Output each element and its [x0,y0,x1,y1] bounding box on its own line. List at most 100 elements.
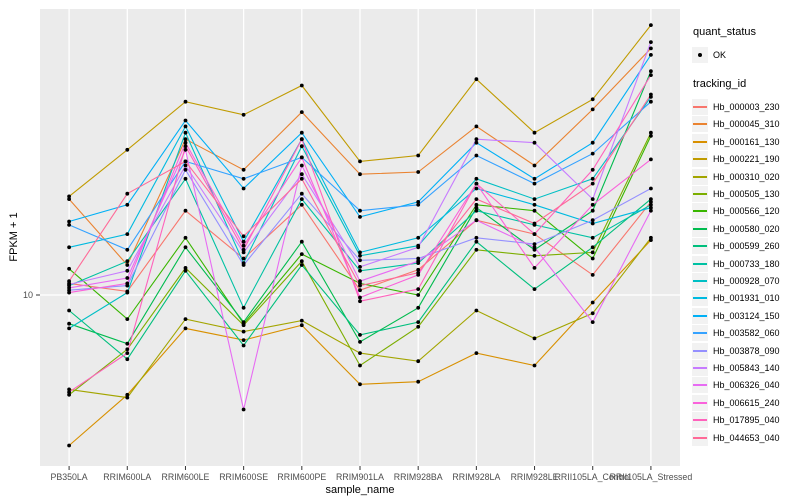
data-point [125,147,130,152]
legend-label: Hb_005843_140 [713,362,780,373]
data-point [532,245,537,250]
legend-key-line-icon [693,123,707,126]
data-point [649,208,653,213]
x-tick-label: RRII105LA_Control [555,472,631,482]
legend-key-line-icon [693,106,707,109]
data-point [241,320,246,324]
data-point [474,239,479,244]
data-point [125,276,130,280]
data-point [299,110,304,114]
data-point [590,151,595,156]
data-point [532,163,537,168]
data-point [474,77,479,82]
data-point [649,130,653,135]
data-point [67,266,71,271]
legend-key [692,307,708,324]
legend-label: Hb_000580_020 [713,223,780,234]
data-point [241,263,246,267]
data-point [241,305,246,310]
data-point [183,167,188,172]
data-point [474,137,479,142]
data-point [125,351,130,355]
data-point [183,326,188,331]
data-point [532,242,537,247]
data-point [299,163,304,168]
legend-item: Hb_000221_190 [692,151,798,168]
data-point [416,293,421,297]
data-point [358,159,362,164]
data-point [532,253,537,258]
data-point [532,181,537,186]
data-point [416,256,421,261]
data-point [299,191,304,196]
data-point [299,259,304,264]
legend-key-line-icon [693,210,707,213]
legend-item: Hb_000045_310 [692,116,798,133]
legend-item: Hb_000003_230 [692,98,798,116]
data-point [532,266,537,270]
data-point [299,318,304,323]
data-point [590,107,595,112]
legend-key-line-icon [693,314,707,317]
data-point [241,239,246,244]
data-point [299,137,304,142]
data-point [474,124,479,129]
legend-key [692,203,708,220]
data-point [649,202,653,207]
x-tick-label: RRII105LA_Stressed [610,472,693,482]
x-tick-label: RRIM928LE [511,472,559,482]
data-point [183,144,188,149]
data-point [590,235,595,240]
legend-item: Hb_000580_020 [692,220,798,237]
data-point [183,208,188,213]
data-point [183,176,188,181]
data-point [125,268,130,273]
data-point [590,197,595,202]
data-point [125,392,130,397]
data-point [358,340,362,344]
data-point [358,250,362,255]
data-point [299,323,304,328]
legend-item: Hb_000310_020 [692,168,798,185]
data-point [125,281,130,286]
data-point [590,320,595,324]
y-axis-title: FPKM + 1 [8,212,20,262]
data-point [416,259,421,264]
data-point [474,181,479,186]
legend-key [692,238,708,255]
data-point [532,176,537,181]
data-point [183,140,188,145]
data-point [125,347,130,352]
data-point [474,176,479,181]
data-point [183,268,188,273]
data-point [590,202,595,207]
data-point [67,326,71,331]
legend-key-line-icon [693,193,707,196]
data-point [649,200,653,204]
data-point [125,317,130,321]
legend-label: Hb_003124_150 [713,310,780,321]
data-point [590,221,595,226]
data-point [125,341,130,346]
legend-key [692,46,708,63]
legend-item: Hb_003582_060 [692,324,798,342]
legend-label: Hb_006326_040 [713,380,780,391]
x-tick-label: RRIM600LA [103,472,151,482]
data-point [590,273,595,277]
legend-key-line-icon [693,175,707,178]
x-tick-label: RRIM600SE [219,472,268,482]
data-point [590,167,595,172]
data-point [416,153,421,158]
data-point [416,324,421,329]
x-axis-title: sample_name [325,484,395,496]
data-point [474,186,479,191]
data-point [649,69,653,74]
legend-item: Hb_000928_070 [692,272,798,289]
legend-key-line-icon [693,384,707,387]
data-point [67,197,71,202]
legend-label: Hb_003582_060 [713,328,780,339]
data-point [649,40,653,44]
legend-item: Hb_000161_130 [692,133,798,150]
data-point [532,202,537,207]
